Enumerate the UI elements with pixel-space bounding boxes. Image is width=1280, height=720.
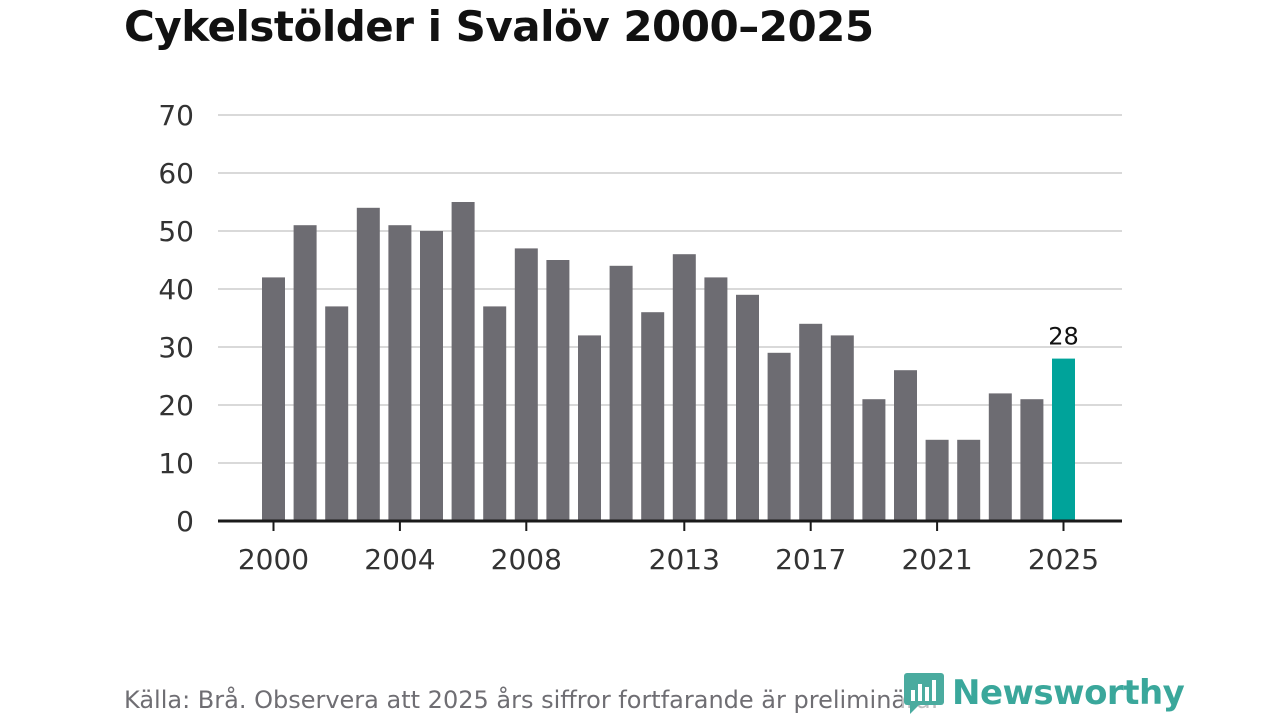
bar-2004 bbox=[388, 225, 412, 521]
y-tick-label: 20 bbox=[158, 389, 194, 422]
bar-2006 bbox=[451, 202, 475, 521]
bar-2024 bbox=[1020, 399, 1044, 521]
x-tick-label: 2017 bbox=[775, 543, 846, 576]
bar-2008 bbox=[514, 248, 538, 521]
bar-2015 bbox=[736, 294, 759, 521]
bar-2014 bbox=[704, 277, 728, 521]
y-tick-label: 30 bbox=[158, 331, 194, 364]
data-label-highlight: 28 bbox=[1048, 323, 1079, 351]
x-tick-label: 2025 bbox=[1028, 543, 1099, 576]
x-tick-label: 2004 bbox=[364, 543, 435, 576]
bar-2016 bbox=[767, 352, 791, 521]
brand-logo: Newsworthy bbox=[902, 668, 1185, 718]
chart-title: Cykelstölder i Svalöv 2000–2025 bbox=[124, 2, 874, 51]
bar-2011 bbox=[609, 265, 633, 521]
y-tick-label: 10 bbox=[158, 447, 194, 480]
bar-2005 bbox=[420, 231, 443, 521]
brand-name: Newsworthy bbox=[952, 673, 1185, 713]
y-tick-label: 60 bbox=[158, 157, 194, 190]
bar-2001 bbox=[293, 225, 317, 521]
bar-2019 bbox=[862, 399, 886, 521]
bar-2020 bbox=[894, 370, 917, 521]
x-axis-ticks: 2000 2004 2008 2013 2017 2021 2025 bbox=[238, 521, 1099, 576]
bar-2007 bbox=[483, 306, 507, 521]
newsworthy-logo-icon bbox=[904, 673, 944, 714]
bar-2022 bbox=[957, 439, 981, 521]
bar-2010 bbox=[578, 335, 601, 521]
y-tick-label: 50 bbox=[158, 215, 194, 248]
x-tick-label: 2013 bbox=[649, 543, 720, 576]
y-tick-label: 70 bbox=[158, 99, 194, 132]
bar-2023 bbox=[988, 393, 1012, 521]
bar-2003 bbox=[356, 207, 380, 522]
x-tick-label: 2008 bbox=[491, 543, 562, 576]
bar-2013 bbox=[672, 254, 696, 521]
bar-2009 bbox=[546, 260, 570, 521]
data-labels: 28 bbox=[1048, 323, 1079, 351]
bar-2012 bbox=[641, 312, 665, 521]
bar-2017 bbox=[799, 323, 823, 521]
bar-2018 bbox=[830, 335, 854, 521]
bar-2000 bbox=[262, 277, 285, 521]
source-note: Källa: Brå. Observera att 2025 års siffr… bbox=[124, 686, 939, 714]
bar-2025 bbox=[1052, 358, 1075, 521]
bar-2021 bbox=[925, 439, 949, 521]
y-tick-label: 0 bbox=[176, 505, 194, 538]
x-tick-label: 2000 bbox=[238, 543, 309, 576]
bar-2002 bbox=[325, 306, 349, 521]
y-tick-label: 40 bbox=[158, 273, 194, 306]
y-axis-ticks: 0 10 20 30 40 50 60 70 bbox=[158, 99, 194, 538]
bars bbox=[262, 202, 1075, 522]
gridlines bbox=[218, 114, 1122, 464]
x-tick-label: 2021 bbox=[901, 543, 972, 576]
